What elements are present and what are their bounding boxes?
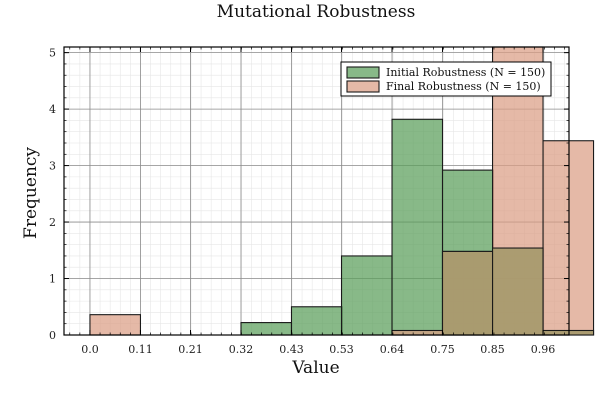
x-tick-label: 0.96 (531, 343, 556, 356)
x-tick-label: 0.53 (329, 343, 354, 356)
y-tick-label: 3 (49, 160, 56, 173)
final-bar (391, 329, 444, 336)
x-tick-label: 0.11 (128, 343, 153, 356)
final-bar (542, 140, 595, 336)
y-tick-label: 4 (49, 103, 56, 116)
x-tick-label: 0.75 (430, 343, 455, 356)
x-tick-label: 0.64 (380, 343, 405, 356)
overlap-bar (491, 247, 544, 336)
y-tick-label: 2 (49, 216, 56, 229)
initial-bar (340, 255, 393, 336)
x-tick-label: 0.85 (480, 343, 505, 356)
overlap-bar (441, 250, 494, 336)
chart-title: Mutational Robustness (217, 2, 416, 22)
plot-frame (63, 46, 570, 336)
x-tick-label: 0.21 (178, 343, 203, 356)
initial-bar (290, 306, 343, 336)
legend: Initial Robustness (N = 150)Final Robust… (340, 61, 552, 97)
bars (89, 46, 595, 336)
initial-bar (391, 118, 444, 336)
plot-border (63, 46, 570, 336)
final-bar (89, 314, 142, 336)
initial-bar (240, 322, 293, 336)
legend-label: Final Robustness (N = 150) (386, 80, 541, 93)
y-axis-label: Frequency (21, 147, 41, 239)
x-tick-label: 0.32 (229, 343, 254, 356)
legend-label: Initial Robustness (N = 150) (386, 66, 545, 79)
x-tick-label: 0.0 (81, 343, 99, 356)
x-tick-label: 0.43 (279, 343, 304, 356)
y-tick-label: 5 (49, 47, 56, 60)
legend-swatch (346, 80, 380, 93)
overlap-bar (542, 329, 595, 336)
y-tick-label: 1 (49, 273, 56, 286)
x-axis-label: Value (291, 358, 339, 378)
y-tick-label: 0 (49, 329, 56, 342)
legend-swatch (346, 66, 380, 79)
axis-ticks: 0.0 0.11 0.21 0.32 0.43 0.53 0.64 0.75 0.85 0.96 0… (49, 47, 569, 356)
